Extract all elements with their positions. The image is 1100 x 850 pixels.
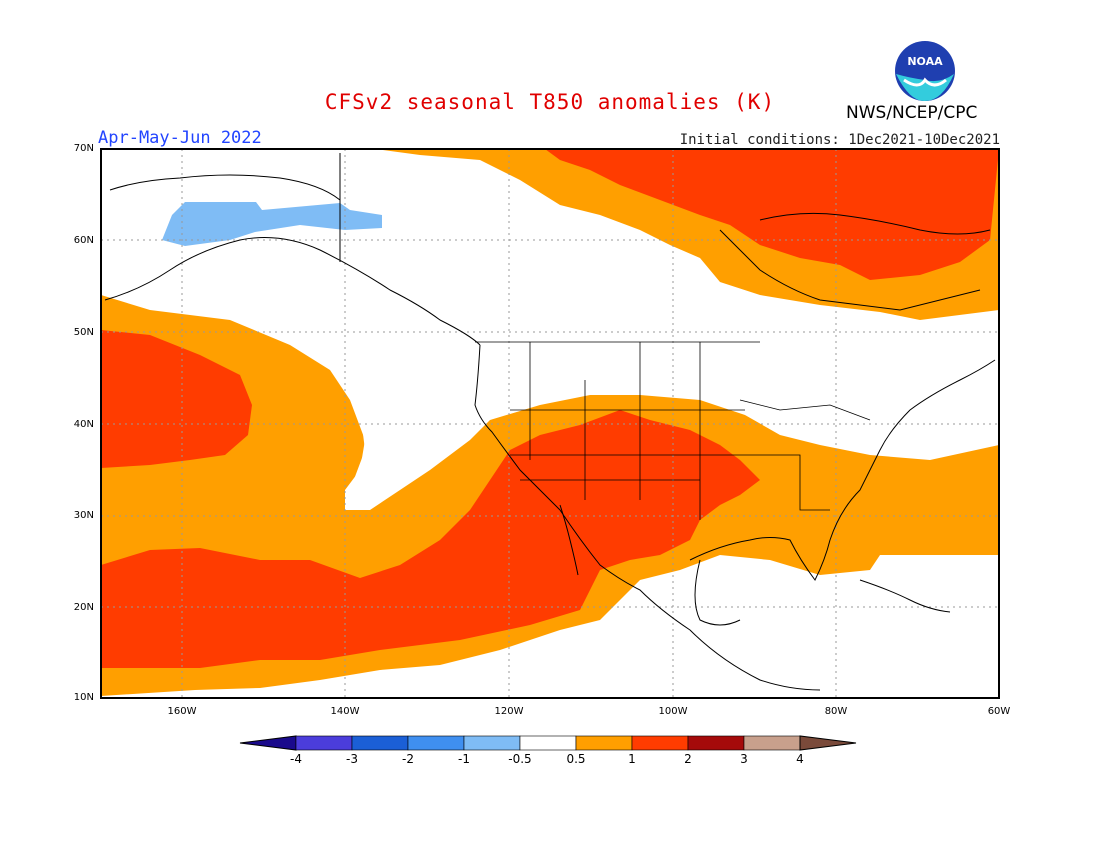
lon-label: 100W: [658, 706, 688, 717]
colorbar-segment: [743, 735, 801, 751]
coastlines: [104, 153, 996, 691]
anomaly-region-red-north: [545, 149, 999, 280]
colorbar-segment: [463, 735, 521, 751]
colorbar-label: 0.5: [566, 752, 586, 766]
colorbar-segment: [631, 735, 689, 751]
svg-text:NOAA: NOAA: [907, 55, 943, 68]
lat-label: 70N: [73, 143, 94, 154]
anomaly-region-red-subtropical: [101, 410, 760, 668]
map-title: CFSv2 seasonal T850 anomalies (K): [324, 90, 776, 114]
map-gridlines: [101, 149, 999, 698]
colorbar-label: 3: [740, 752, 748, 766]
colorbar: [239, 735, 857, 751]
lon-label: 60W: [987, 706, 1011, 717]
colorbar-segment: [295, 735, 353, 751]
anomaly-region-blue-alaska: [162, 202, 382, 246]
lat-label: 60N: [73, 235, 94, 246]
lon-label: 140W: [330, 706, 360, 717]
lat-label: 10N: [73, 692, 94, 703]
colorbar-segment: [687, 735, 745, 751]
colorbar-arrow-right: [799, 735, 857, 751]
colorbar-label: 4: [796, 752, 804, 766]
colorbar-label: -1: [458, 752, 470, 766]
colorbar-label: -4: [290, 752, 302, 766]
lat-label: 30N: [73, 510, 94, 521]
noaa-logo-icon: NOAA: [895, 41, 955, 102]
colorbar-segment: [575, 735, 633, 751]
agency-label: NWS/NCEP/CPC: [846, 103, 978, 123]
colorbar-segment: [407, 735, 465, 751]
lat-label: 40N: [73, 419, 94, 430]
colorbar-segment: [351, 735, 409, 751]
lon-label: 160W: [167, 706, 197, 717]
lat-label: 50N: [73, 327, 94, 338]
anomaly-region-white-west: [330, 300, 480, 490]
lon-label: 120W: [494, 706, 524, 717]
colorbar-label: -0.5: [508, 752, 532, 766]
anomaly-fields: [101, 149, 999, 698]
initial-conditions: Initial conditions: 1Dec2021-10Dec2021: [679, 132, 1000, 148]
lat-label: 20N: [73, 602, 94, 613]
colorbar-label: 2: [684, 752, 692, 766]
borders: [475, 341, 871, 520]
colorbar-label: 1: [628, 752, 636, 766]
forecast-period: Apr-May-Jun 2022: [98, 128, 262, 148]
colorbar-segment: [519, 735, 577, 751]
lon-label: 80W: [824, 706, 848, 717]
map-frame: [100, 148, 1000, 699]
colorbar-label: -2: [402, 752, 414, 766]
colorbar-arrow-left: [239, 735, 297, 751]
colorbar-label: -3: [346, 752, 358, 766]
anomaly-region-red-pacific: [101, 330, 252, 468]
